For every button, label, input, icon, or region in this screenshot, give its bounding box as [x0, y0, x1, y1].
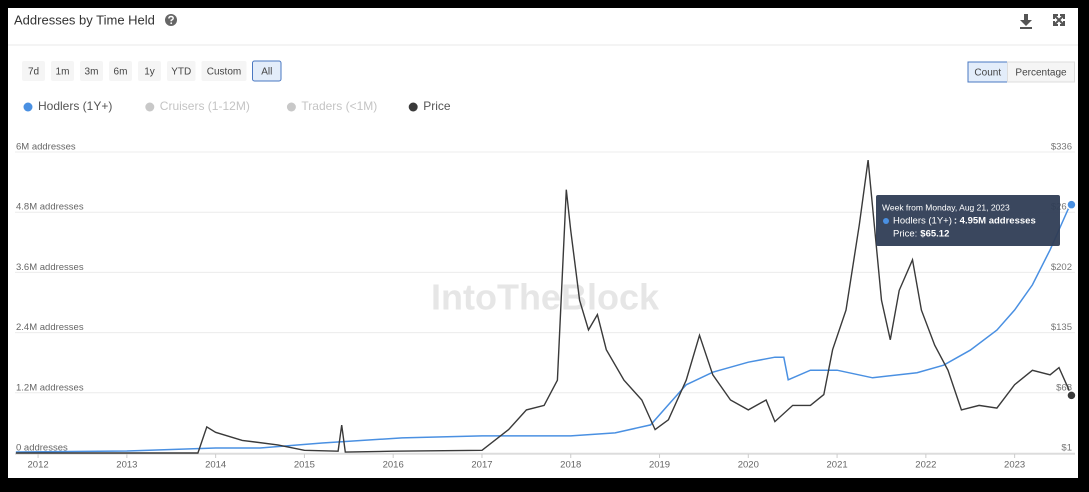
range-button[interactable]: 1m — [51, 61, 74, 81]
range-button[interactable]: 1y — [138, 61, 161, 81]
tooltip-price-name: Price: — [893, 229, 917, 240]
tooltip-swatch — [883, 218, 889, 224]
button-bg — [201, 61, 247, 81]
x-tick-label: 2012 — [28, 460, 49, 471]
legend-item[interactable]: Cruisers (1-12M) — [145, 99, 250, 113]
button-bg — [109, 61, 132, 81]
range-button[interactable]: 3m — [80, 61, 103, 81]
series-line — [15, 160, 1073, 454]
y-tick-label: 6M addresses — [16, 142, 76, 153]
x-tick-label: 2023 — [1004, 460, 1025, 471]
button-label: YTD — [171, 67, 191, 78]
tooltip-title: Week from Monday, Aug 21, 2023 — [882, 202, 1010, 212]
button-label: 6m — [114, 67, 128, 78]
y-tick-label: 2.4M addresses — [16, 322, 84, 333]
tooltip: Week from Monday, Aug 21, 2023 Hodlers (1… — [876, 195, 1060, 246]
button-bg — [252, 60, 282, 82]
x-tick-label: 2017 — [471, 460, 492, 471]
x-tick-label: 2018 — [560, 460, 581, 471]
x-tick-label: 2019 — [649, 460, 670, 471]
end-marker — [1066, 390, 1077, 401]
legend-swatch — [408, 102, 418, 112]
y2-tick-label: $68 — [1056, 382, 1072, 393]
y-tick-label: 1.2M addresses — [16, 382, 84, 393]
y2-tick-label: $1 — [1061, 443, 1072, 454]
button-bg — [51, 61, 74, 81]
range-button[interactable]: 7d — [22, 61, 45, 81]
range-button[interactable]: 6m — [109, 61, 132, 81]
button-bg — [167, 61, 196, 81]
button-label: 1m — [56, 67, 70, 78]
x-tick-label: 2013 — [116, 460, 137, 471]
range-button[interactable]: YTD — [167, 61, 196, 81]
expand-icon[interactable] — [1053, 14, 1065, 26]
y-tick-label: 3.6M addresses — [16, 262, 84, 273]
legend-item[interactable]: Traders (<1M) — [286, 99, 377, 113]
x-tick-label: 2014 — [205, 460, 226, 471]
y-tick-label: 0 addresses — [16, 443, 68, 454]
x-tick-label: 2015 — [294, 460, 315, 471]
x-tick-label: 2016 — [383, 460, 404, 471]
help-icon[interactable] — [165, 14, 177, 26]
button-label: All — [261, 67, 272, 78]
legend-item[interactable]: Price — [408, 99, 451, 113]
legend-label: Price — [423, 99, 451, 113]
button-bg — [1007, 61, 1075, 83]
tooltip-series-name: Hodlers (1Y+) — [893, 216, 952, 227]
end-marker — [1066, 199, 1077, 210]
tooltip-price-value: $65.12 — [920, 229, 949, 240]
tooltip-bg — [876, 195, 1060, 246]
legend-item[interactable]: Hodlers (1Y+) — [23, 99, 113, 113]
mode-button[interactable]: Count — [967, 61, 1008, 83]
tooltip-series-value: : 4.95M addresses — [954, 216, 1036, 227]
y2-tick-label: $269 — [1051, 202, 1072, 213]
x-tick-label: 2020 — [738, 460, 759, 471]
download-icon[interactable] — [1020, 14, 1032, 29]
watermark: IntoTheBlock — [431, 277, 660, 318]
series-line — [15, 204, 1073, 453]
mode-button[interactable]: Percentage — [1007, 61, 1075, 83]
button-bg — [22, 61, 45, 81]
legend-swatch — [145, 102, 155, 112]
y2-tick-label: $202 — [1051, 262, 1072, 273]
legend-label: Cruisers (1-12M) — [160, 99, 250, 113]
range-button[interactable]: Custom — [201, 61, 247, 81]
x-tick-label: 2022 — [915, 460, 936, 471]
title: Addresses by Time Held — [14, 12, 155, 27]
button-bg — [138, 61, 161, 81]
legend-label: Traders (<1M) — [301, 99, 377, 113]
legend-swatch — [286, 102, 296, 112]
button-label: Custom — [207, 67, 241, 78]
x-tick-label: 2021 — [827, 460, 848, 471]
button-label: 7d — [28, 67, 39, 78]
button-label: 1y — [144, 67, 155, 78]
button-label: 3m — [85, 67, 99, 78]
y-tick-label: 4.8M addresses — [16, 202, 84, 213]
button-label: Percentage — [1015, 68, 1067, 79]
button-label: Count — [974, 68, 1001, 79]
button-bg — [80, 61, 103, 81]
range-button[interactable]: All — [252, 60, 282, 82]
y2-tick-label: $135 — [1051, 322, 1072, 333]
y2-tick-label: $336 — [1051, 142, 1072, 153]
legend-label: Hodlers (1Y+) — [38, 99, 112, 113]
legend-swatch — [23, 102, 33, 112]
